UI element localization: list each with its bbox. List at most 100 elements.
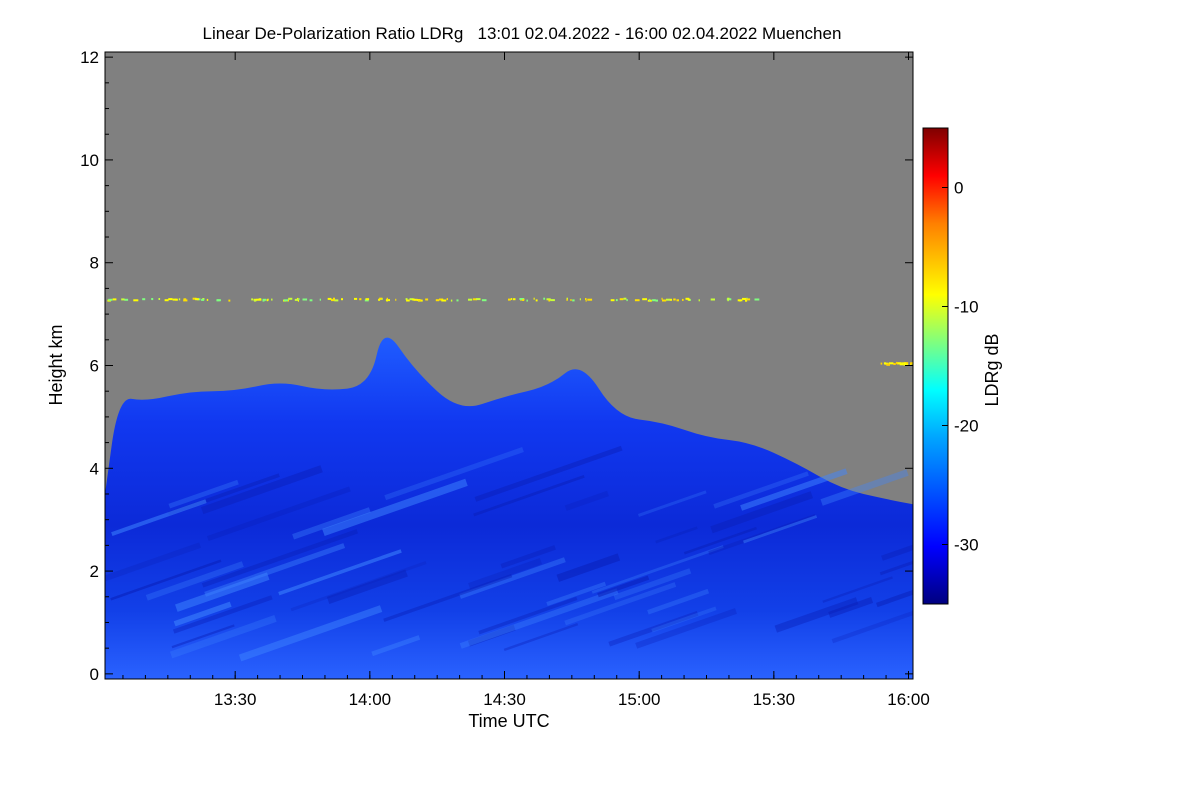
cloud-streak <box>110 559 222 601</box>
speckle <box>889 362 894 365</box>
speckle <box>386 297 388 300</box>
speckle <box>626 299 628 302</box>
speckle <box>533 297 535 300</box>
speckle <box>108 298 113 301</box>
speckle <box>256 298 262 301</box>
speckle <box>727 299 729 302</box>
speckle <box>133 299 139 302</box>
speckle <box>615 299 618 302</box>
speckle <box>883 362 887 365</box>
cloud-streak <box>556 553 621 582</box>
cloud-texture <box>105 445 913 662</box>
x-tick-label: 16:00 <box>887 690 930 709</box>
speckle <box>745 299 748 302</box>
speckle <box>669 298 672 301</box>
speckle <box>710 298 715 301</box>
cloud-streak <box>384 447 524 501</box>
y-tick-label: 0 <box>90 665 99 684</box>
noise-speckles <box>107 297 913 366</box>
speckle <box>468 298 473 301</box>
speckle <box>164 299 169 302</box>
cloud-streak <box>168 479 239 509</box>
speckle <box>327 297 332 300</box>
speckle <box>124 298 129 301</box>
speckle <box>228 299 231 302</box>
cloud-streak <box>655 526 698 544</box>
speckle <box>178 298 181 301</box>
speckle <box>508 298 511 301</box>
speckle <box>439 298 444 301</box>
cloud-streak <box>708 514 817 555</box>
speckle <box>519 298 524 300</box>
cloud-streak <box>564 490 609 511</box>
speckle <box>168 298 173 301</box>
cloud-streak <box>591 545 724 594</box>
cloud-streak <box>740 468 848 511</box>
cloud-streak <box>651 606 717 633</box>
cloud-streak <box>683 526 757 555</box>
cloud-streak <box>171 624 235 649</box>
speckle <box>896 362 902 365</box>
speckle <box>341 298 343 301</box>
speckle <box>566 298 568 301</box>
speckle <box>183 298 187 301</box>
speckle <box>151 298 154 301</box>
cloud-streak <box>468 558 542 590</box>
speckle <box>251 298 253 301</box>
speckle <box>901 362 907 365</box>
cloud-streak <box>774 597 859 633</box>
speckle <box>333 297 335 300</box>
colorbar-tick-label: -20 <box>954 417 979 436</box>
cloud-streak <box>473 474 585 517</box>
y-tick-label: 4 <box>90 459 99 478</box>
cloud-streak <box>175 572 270 612</box>
speckle <box>365 298 370 301</box>
speckle <box>481 299 487 302</box>
speckle <box>642 298 647 301</box>
cloud-streak <box>145 561 244 601</box>
speckle <box>880 362 883 365</box>
speckle <box>610 299 615 302</box>
colorbar-gradient <box>922 127 949 605</box>
cloud-streak <box>500 545 556 569</box>
speckle <box>450 299 453 302</box>
x-axis: 13:30 14:00 14:30 15:00 15:30 16:00 <box>122 52 930 709</box>
speckle <box>743 298 745 300</box>
speckle <box>698 299 700 302</box>
speckle <box>685 297 690 300</box>
speckle <box>309 299 313 302</box>
speckle <box>183 299 188 302</box>
speckle <box>121 298 125 301</box>
speckle <box>550 299 555 302</box>
speckle <box>409 298 414 301</box>
x-axis-label: Time UTC <box>468 711 549 731</box>
speckle <box>548 299 551 302</box>
y-axis: 0 2 4 6 8 10 12 <box>80 48 913 684</box>
y-tick-label: 2 <box>90 562 99 581</box>
speckle <box>682 298 684 301</box>
cloud-streak <box>831 610 913 644</box>
y-tick-label: 10 <box>80 151 99 170</box>
speckle <box>512 298 516 301</box>
speckle <box>886 363 890 366</box>
colorbar-ticks: 0 -10 -20 -30 <box>942 179 979 555</box>
x-tick-label: 14:00 <box>349 690 392 709</box>
speckle <box>192 297 197 300</box>
speckle <box>172 298 177 301</box>
speckle <box>619 298 624 301</box>
y-tick-label: 12 <box>80 48 99 67</box>
cloud-streak <box>201 529 359 588</box>
speckle <box>585 298 587 300</box>
colorbar-tick-label: -30 <box>954 536 979 555</box>
cloud-region <box>105 337 913 679</box>
speckle <box>910 362 913 365</box>
speckle <box>435 299 440 302</box>
speckle <box>456 299 459 302</box>
cloud-streak <box>564 582 677 626</box>
speckle <box>535 299 538 302</box>
speckle <box>910 363 912 366</box>
speckle <box>262 298 267 301</box>
speckle <box>634 299 640 302</box>
cloud-streak <box>828 596 874 618</box>
speckle <box>522 299 524 301</box>
